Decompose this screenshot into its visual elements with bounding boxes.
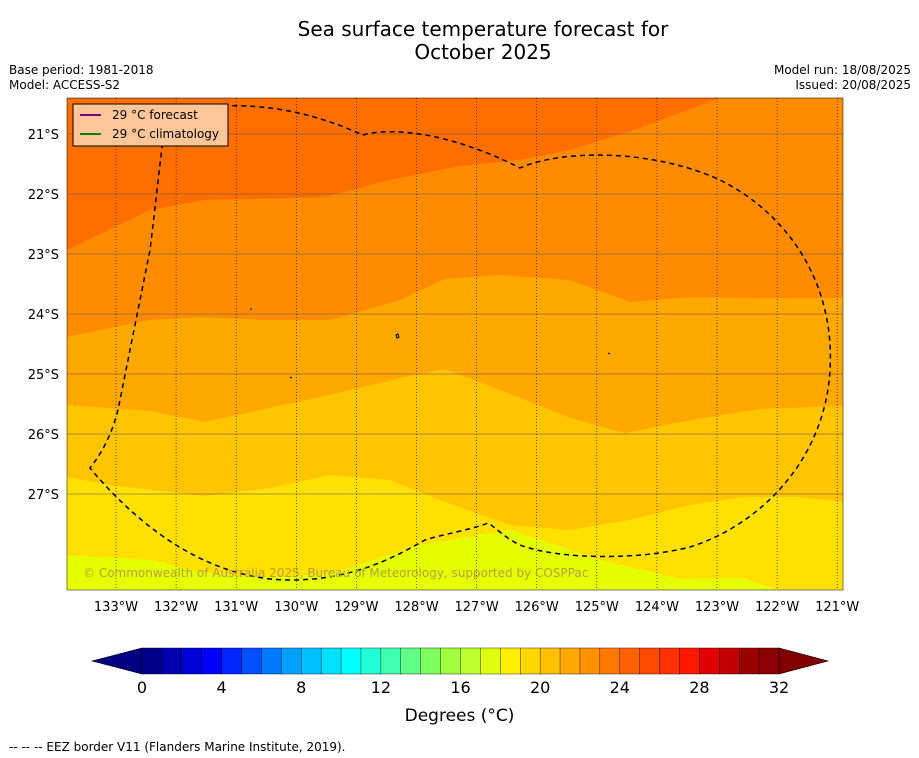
colorbar-under-arrow xyxy=(90,647,143,675)
lon-tick-label: 130°W xyxy=(274,600,318,615)
eez-border xyxy=(89,104,832,581)
colorbar-segment xyxy=(380,647,402,675)
lon-tick-label: 129°W xyxy=(334,600,378,615)
lat-tick-label: 22°S xyxy=(28,188,59,203)
model-name: Model: ACCESS-S2 xyxy=(9,78,121,92)
lon-tick-label: 132°W xyxy=(154,600,198,615)
colorbar-segment xyxy=(221,647,243,675)
colorbar-segment xyxy=(241,647,263,675)
temperature-contours xyxy=(67,98,843,590)
colorbar-segment xyxy=(599,647,621,675)
colorbar-segment xyxy=(400,647,422,675)
map-title: Sea surface temperature forecast for Oct… xyxy=(0,18,919,64)
colorbar-tick-label: 0 xyxy=(136,678,148,697)
colorbar xyxy=(90,647,830,675)
colorbar-segment xyxy=(500,647,521,675)
colorbar-tick-label: 28 xyxy=(689,678,710,697)
legend-climatology-label: 29 °C climatology xyxy=(112,127,219,141)
colorbar-segment xyxy=(281,647,302,675)
colorbar-segment xyxy=(460,647,482,675)
colorbar-segment xyxy=(301,647,322,675)
lon-tick-label: 131°W xyxy=(214,600,258,615)
map-frame xyxy=(66,97,844,591)
colorbar-segment xyxy=(340,647,362,675)
islands xyxy=(250,308,611,379)
lat-tick-label: 23°S xyxy=(28,248,59,263)
colorbar-segment xyxy=(440,647,462,675)
lat-tick-label: 21°S xyxy=(28,128,59,143)
lon-tick-label: 124°W xyxy=(635,600,679,615)
title-line-1: Sea surface temperature forecast for xyxy=(297,17,669,41)
lon-tick-label: 128°W xyxy=(394,600,438,615)
colorbar-tick-label: 12 xyxy=(370,678,392,697)
colorbar-segment xyxy=(699,647,720,675)
metadata-right: Model run: 18/08/2025 Issued: 20/08/2025 xyxy=(774,63,911,93)
colorbar-tick-label: 4 xyxy=(216,678,227,697)
legend-box xyxy=(72,103,229,147)
colorbar-tick-label: 16 xyxy=(450,678,471,697)
contour-legend: 29 °C forecast 29 °C climatology xyxy=(72,103,229,147)
longitude-labels: 133°W 132°W 131°W 130°W 129°W 128°W 127°W 126°W… xyxy=(94,600,860,615)
lat-tick-label: 26°S xyxy=(28,428,59,443)
lat-tick-label: 27°S xyxy=(28,488,59,503)
lon-tick-label: 121°W xyxy=(815,600,859,615)
colorbar-tick-label: 20 xyxy=(529,678,551,697)
colorbar-segment xyxy=(141,647,163,675)
base-period: Base period: 1981-2018 xyxy=(9,63,154,77)
colorbar-segment xyxy=(579,647,601,675)
colorbar-over-arrow xyxy=(778,647,830,675)
colorbar-segment xyxy=(559,647,581,675)
colorbar-segment xyxy=(360,647,382,675)
colorbar-segment xyxy=(539,647,561,675)
metadata-left: Base period: 1981-2018 Model: ACCESS-S2 xyxy=(9,63,154,93)
band-28-29 xyxy=(67,98,720,250)
lon-tick-label: 127°W xyxy=(455,600,499,615)
lat-tick-label: 25°S xyxy=(28,368,59,383)
colorbar-segment xyxy=(201,647,223,675)
colorbar-segment xyxy=(480,647,501,675)
lon-tick-label: 122°W xyxy=(755,600,799,615)
island-outline xyxy=(395,333,400,339)
colorbar-label: Degrees (°C) xyxy=(404,706,515,726)
colorbar-segment xyxy=(719,647,740,675)
legend-forecast-label: 29 °C forecast xyxy=(112,108,198,122)
colorbar-tick-label: 8 xyxy=(296,678,307,697)
colorbar-segment xyxy=(520,647,541,675)
graticule xyxy=(67,98,843,590)
colorbar-segment xyxy=(420,647,442,675)
lon-tick-label: 126°W xyxy=(515,600,559,615)
title-line-2: October 2025 xyxy=(414,40,552,64)
lat-tick-label: 24°S xyxy=(28,308,59,323)
copyright-notice: © Commonwealth of Australia 2025, Bureau… xyxy=(83,566,588,580)
colorbar-segment xyxy=(738,647,760,675)
colorbar-tick-label: 24 xyxy=(609,678,630,697)
eez-footnote: -- -- -- EEZ border V11 (Flanders Marine… xyxy=(9,740,346,754)
island-outline xyxy=(289,376,293,379)
colorbar-segment xyxy=(161,647,183,675)
colorbar-segment xyxy=(619,647,641,675)
colorbar-segment xyxy=(659,647,681,675)
lon-tick-label: 123°W xyxy=(695,600,739,615)
colorbar-segment xyxy=(758,647,780,675)
lon-tick-label: 125°W xyxy=(575,600,619,615)
latitude-labels: 21°S 22°S 23°S 24°S 25°S 26°S 27°S xyxy=(28,128,59,503)
colorbar-segment xyxy=(679,647,700,675)
island-outline xyxy=(607,352,611,355)
colorbar-segment xyxy=(181,647,203,675)
colorbar-segment xyxy=(639,647,661,675)
lon-tick-label: 133°W xyxy=(94,600,138,615)
issued-date: Issued: 20/08/2025 xyxy=(795,78,911,92)
colorbar-tick-label: 32 xyxy=(768,678,790,697)
model-run: Model run: 18/08/2025 xyxy=(773,63,911,77)
colorbar-segment xyxy=(261,647,282,675)
colorbar-segment xyxy=(320,647,342,675)
